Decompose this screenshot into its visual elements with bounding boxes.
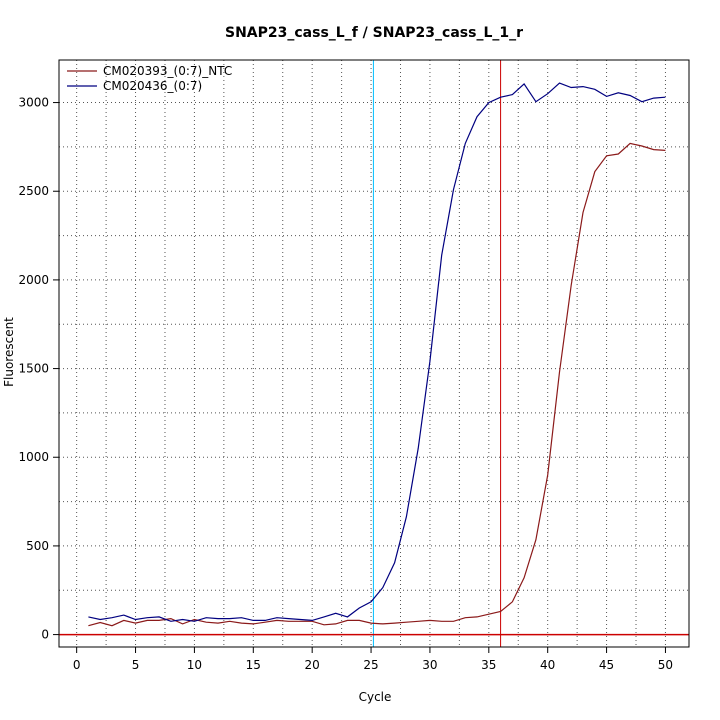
- y-tick-label: 3000: [18, 96, 49, 110]
- x-tick-label: 0: [73, 658, 81, 672]
- x-tick-label: 15: [246, 658, 261, 672]
- series-line-1: [88, 142, 666, 627]
- x-tick-label: 35: [481, 658, 496, 672]
- series-line-2: [88, 82, 666, 622]
- reference-lines: [59, 60, 689, 647]
- chart-title: SNAP23_cass_L_f / SNAP23_cass_L_1_r: [225, 25, 523, 41]
- x-tick-label: 40: [540, 658, 555, 672]
- grid: [59, 60, 689, 647]
- x-axis: 0 5 10 15 20 25 30 35 40 45 50: [73, 647, 673, 672]
- x-tick-label: 50: [658, 658, 673, 672]
- x-tick-label: 10: [187, 658, 202, 672]
- y-tick-label: 1500: [18, 362, 49, 376]
- plot-frame: [58, 59, 690, 648]
- y-tick-label: 500: [26, 539, 49, 553]
- x-tick-label: 5: [132, 658, 140, 672]
- legend-label: CM020393_(0:7)_NTC: [103, 64, 232, 78]
- x-tick-label: 45: [599, 658, 614, 672]
- y-tick-label: 0: [41, 628, 49, 642]
- x-tick-label: 25: [363, 658, 378, 672]
- y-tick-label: 1000: [18, 450, 49, 464]
- series-lines: [88, 82, 666, 627]
- legend-label: CM020436_(0:7): [103, 79, 202, 93]
- x-tick-label: 20: [305, 658, 320, 672]
- x-tick-label: 30: [422, 658, 437, 672]
- y-axis-label: Fluorescent: [2, 317, 16, 387]
- y-axis: 0 500 1000 1500 2000 2500 3000: [18, 96, 59, 642]
- y-tick-label: 2500: [18, 184, 49, 198]
- y-tick-label: 2000: [18, 273, 49, 287]
- x-axis-label: Cycle: [359, 690, 392, 704]
